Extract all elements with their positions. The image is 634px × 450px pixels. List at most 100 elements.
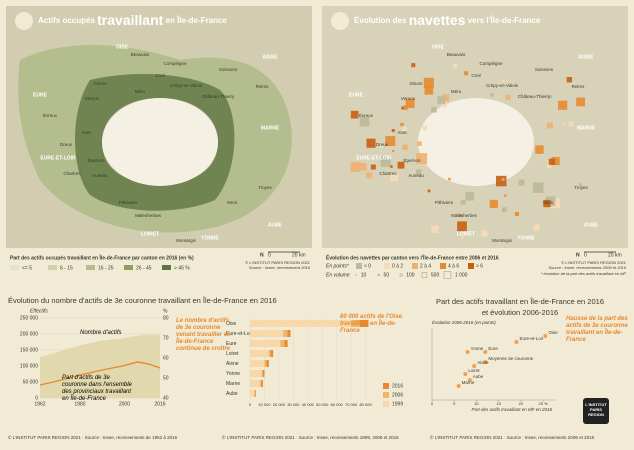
place-label: AISNE (262, 54, 278, 60)
title-part: vers l'Île-de-France (468, 16, 541, 25)
point-label: Aisne (477, 360, 489, 365)
chart-title: Part des actifs travaillant en Île-de-Fr… (436, 297, 604, 306)
category-label: Oise (226, 321, 237, 327)
category-label: Yonne (226, 371, 240, 377)
place-label: Méru (451, 89, 462, 94)
x-tick-label: 1980 (74, 401, 85, 407)
legend-label: 1999 (392, 401, 403, 407)
place-label: Dreux (60, 142, 73, 147)
chart-title: Évolution du nombre d'actifs de 3e couro… (8, 296, 277, 305)
y-tick-label: 250 000 (20, 315, 38, 321)
source: Source : Insee, recensements 2006 et 201… (548, 265, 626, 270)
title-part: navettes (409, 12, 466, 28)
place-label: Reims (256, 84, 270, 89)
place-label: YONNE (517, 235, 535, 241)
volume-square (355, 274, 357, 276)
canton-square (422, 125, 428, 131)
place-label: Évreux (43, 112, 58, 118)
place-label: Crépy-en-Valois (486, 83, 519, 88)
y2-tick-label: 50 (163, 375, 169, 381)
canton-square (464, 71, 469, 76)
x-tick-label: 15 (496, 401, 501, 406)
title-part: Évolution des (354, 16, 407, 25)
source: © L'INSTITUT PARIS REGION 2021 (245, 260, 310, 265)
icon (331, 12, 349, 30)
canton-square (359, 163, 367, 171)
canton-square (350, 110, 359, 119)
canton-square (403, 105, 408, 110)
canton-square (489, 199, 498, 209)
canton-square (448, 177, 451, 181)
legend-label: 500 (431, 272, 440, 278)
legend-label: 6 - 15 (60, 265, 73, 271)
canton-square (416, 153, 428, 164)
logo-bg (583, 398, 609, 424)
axis-label: % (163, 308, 168, 314)
point-label: Aube (473, 374, 484, 379)
place-label: Creil (155, 73, 164, 78)
x-tick-label: 2000 (119, 401, 130, 407)
place-label: MARNE (261, 125, 280, 131)
legend-swatch (162, 265, 171, 270)
canton-square (504, 194, 507, 197)
place-label: YONNE (201, 235, 219, 241)
canton-square (501, 207, 507, 213)
x-tick-label: 0 (431, 401, 434, 406)
place-label: Épernon (87, 157, 105, 163)
place-label: Gisors (93, 81, 107, 86)
canton-square (359, 116, 370, 127)
canton-square (533, 224, 540, 231)
chart-subtitle: et évolution 2006-2016 (482, 308, 558, 317)
bar (250, 320, 352, 327)
legend-swatch (383, 383, 389, 389)
canton-square (496, 175, 507, 187)
point-label: Eure (488, 346, 498, 351)
point (456, 384, 461, 388)
x-tick-label: 40 000 (302, 402, 315, 407)
point (463, 372, 468, 376)
legend-swatch (383, 401, 389, 407)
canton-square (415, 169, 422, 175)
x-tick-label: 20 (519, 401, 524, 406)
canton-square (400, 122, 404, 127)
canton-square (431, 225, 439, 234)
legend-label: > 6 (476, 263, 483, 269)
x-tick-label: 20 000 (273, 402, 286, 407)
canton-square (579, 183, 582, 187)
place-label: Beauvais (131, 52, 150, 57)
legend-label: <= 5 (22, 265, 32, 271)
x-tick-label: 60 000 (331, 402, 344, 407)
category-label: Eure-et-Loir (226, 331, 253, 337)
logo: REGION (588, 412, 604, 417)
y2-tick-label: 80 (163, 315, 169, 321)
source: Source : Insee, recensement 2016 (249, 265, 311, 270)
source: © L'INSTITUT PARIS REGION 2021 · Source … (430, 434, 595, 440)
source: © L'INSTITUT PARIS REGION 2021 (561, 260, 626, 265)
legend-label: 4 à 6 (448, 263, 459, 269)
source: © L'INSTITUT PARIS REGION 2021 · Source … (8, 434, 178, 440)
place-label: AUBE (584, 222, 599, 228)
place-label: Évreux (359, 112, 374, 118)
area (40, 334, 160, 398)
point (472, 364, 477, 368)
point-label: Marne (462, 380, 475, 385)
place-label: Vernon (401, 96, 416, 101)
y-tick-label: 200 000 (20, 331, 38, 337)
scale: 20 km (608, 252, 622, 258)
legend-swatch (86, 265, 95, 270)
place-label: LOIRET (141, 231, 159, 237)
volume-square (443, 271, 452, 279)
place-label: Anet (397, 130, 407, 135)
place-label: Château-Thierry (518, 94, 551, 99)
source: © L'INSTITUT PARIS REGION 2021 · Source … (222, 434, 399, 440)
line (39, 361, 161, 386)
scale: 20 km (292, 252, 306, 258)
bar (250, 390, 255, 397)
place-label: Troyes (258, 185, 272, 190)
legend-label: 0 à 2 (392, 263, 403, 269)
place-label: Gisors (409, 81, 423, 86)
legend-swatch (440, 263, 446, 269)
canton-square (543, 199, 551, 208)
